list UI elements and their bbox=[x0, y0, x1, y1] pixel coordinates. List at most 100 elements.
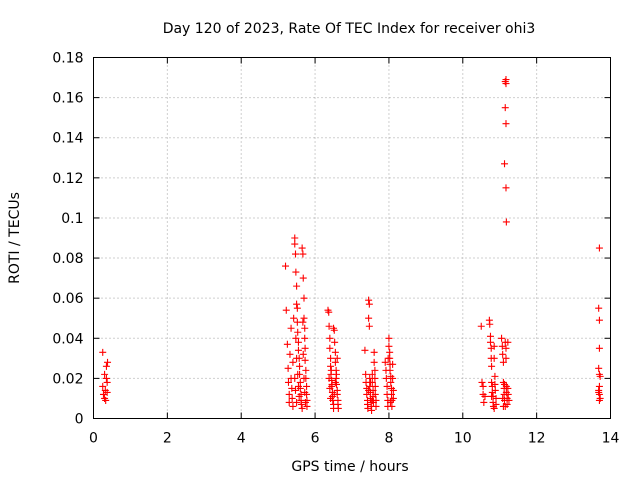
data-point bbox=[389, 386, 397, 394]
data-point bbox=[491, 372, 499, 380]
data-point bbox=[502, 344, 510, 352]
y-tick-label: 0.12 bbox=[52, 171, 83, 187]
data-point bbox=[289, 402, 297, 410]
data-point bbox=[326, 334, 334, 342]
data-point bbox=[492, 394, 500, 402]
data-point bbox=[501, 160, 509, 168]
data-point bbox=[102, 396, 110, 404]
data-point bbox=[389, 394, 397, 402]
data-point bbox=[287, 324, 295, 332]
data-point bbox=[298, 404, 306, 412]
data-point bbox=[370, 348, 378, 356]
data-point bbox=[368, 396, 376, 404]
y-tick-label: 0.08 bbox=[52, 251, 83, 267]
data-point bbox=[501, 104, 509, 112]
data-point bbox=[388, 390, 396, 398]
y-tick-label: 0.14 bbox=[52, 131, 83, 147]
data-point bbox=[386, 398, 394, 406]
data-point bbox=[486, 332, 494, 340]
data-point bbox=[486, 338, 494, 346]
data-points bbox=[99, 76, 604, 414]
data-point bbox=[505, 396, 513, 404]
data-point bbox=[299, 318, 307, 326]
data-point bbox=[491, 380, 499, 388]
data-point bbox=[332, 370, 340, 378]
data-point bbox=[502, 120, 510, 128]
data-point bbox=[501, 380, 509, 388]
y-tick-label: 0.02 bbox=[52, 371, 83, 387]
data-point bbox=[330, 390, 338, 398]
data-point bbox=[595, 344, 603, 352]
data-point bbox=[325, 374, 333, 382]
data-point bbox=[596, 372, 604, 380]
x-axis-label: GPS time / hours bbox=[291, 459, 408, 475]
data-point bbox=[372, 402, 380, 410]
data-point bbox=[292, 334, 300, 342]
data-point bbox=[595, 382, 603, 390]
data-point bbox=[389, 374, 397, 382]
data-point bbox=[480, 398, 488, 406]
data-point bbox=[291, 240, 299, 248]
data-point bbox=[296, 362, 304, 370]
data-point bbox=[298, 244, 306, 252]
data-point bbox=[503, 400, 511, 408]
y-tick-label: 0.06 bbox=[52, 291, 83, 307]
x-tick-label: 0 bbox=[89, 431, 98, 447]
data-point bbox=[499, 358, 507, 366]
data-point bbox=[327, 362, 335, 370]
data-point bbox=[288, 394, 296, 402]
data-point bbox=[362, 370, 370, 378]
data-point bbox=[365, 300, 373, 308]
x-tick-label: 10 bbox=[454, 431, 472, 447]
data-point bbox=[481, 392, 489, 400]
data-point bbox=[302, 366, 310, 374]
data-point bbox=[293, 354, 301, 362]
data-point bbox=[371, 390, 379, 398]
y-tick-label: 0.1 bbox=[61, 211, 83, 227]
data-point bbox=[282, 262, 290, 270]
data-point bbox=[490, 354, 498, 362]
y-tick-label: 0.04 bbox=[52, 331, 83, 347]
data-point bbox=[386, 366, 394, 374]
data-point bbox=[363, 390, 371, 398]
data-point bbox=[299, 274, 307, 282]
data-point bbox=[502, 218, 510, 226]
data-point bbox=[499, 394, 507, 402]
data-point bbox=[295, 392, 303, 400]
y-tick-label: 0.18 bbox=[52, 51, 83, 67]
data-point bbox=[104, 358, 112, 366]
data-point bbox=[386, 348, 394, 356]
data-point bbox=[385, 342, 393, 350]
data-point bbox=[99, 382, 107, 390]
data-point bbox=[491, 386, 499, 394]
data-point bbox=[383, 382, 391, 390]
data-point bbox=[294, 328, 302, 336]
data-point bbox=[325, 308, 333, 316]
data-point bbox=[502, 184, 510, 192]
data-point bbox=[296, 378, 304, 386]
data-point bbox=[282, 306, 290, 314]
data-point bbox=[488, 392, 496, 400]
data-point bbox=[293, 304, 301, 312]
data-point bbox=[385, 334, 393, 342]
data-point bbox=[327, 394, 335, 402]
data-point bbox=[303, 382, 311, 390]
data-point bbox=[365, 386, 373, 394]
data-point bbox=[290, 314, 298, 322]
data-point bbox=[103, 378, 111, 386]
data-point bbox=[301, 324, 309, 332]
data-point bbox=[293, 300, 301, 308]
data-point bbox=[478, 378, 486, 386]
data-point bbox=[284, 378, 292, 386]
data-point bbox=[330, 326, 338, 334]
data-point bbox=[300, 374, 308, 382]
data-point bbox=[361, 346, 369, 354]
data-point bbox=[291, 386, 299, 394]
plot-frame bbox=[93, 57, 611, 419]
y-tick-label: 0 bbox=[75, 412, 84, 428]
data-point bbox=[103, 388, 111, 396]
data-point bbox=[479, 382, 487, 390]
x-tick-label: 8 bbox=[384, 431, 393, 447]
data-point bbox=[504, 390, 512, 398]
data-point bbox=[368, 370, 376, 378]
